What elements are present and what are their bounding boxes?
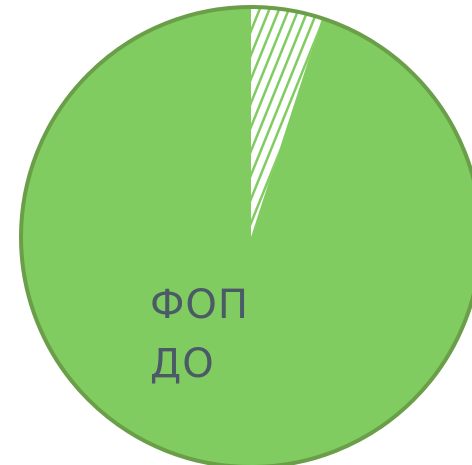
pie-outline	[19, 5, 472, 465]
pie-labels: ФОП ДО	[150, 282, 249, 387]
pie-slice-hatched	[251, 7, 323, 237]
slice-label-line-2: ДО	[150, 341, 215, 387]
pie-slice-main	[21, 7, 472, 465]
pie-slices	[19, 5, 472, 465]
slice-label-line-1: ФОП	[150, 282, 249, 328]
